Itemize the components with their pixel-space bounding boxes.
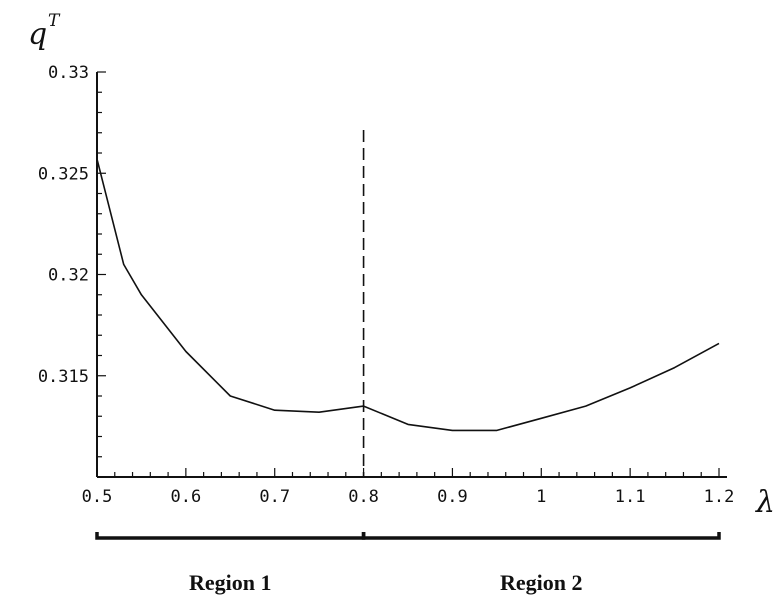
x-axis-label: λ (755, 485, 775, 520)
x-tick-label: 0.7 (259, 487, 290, 507)
region-label: Region 1 (189, 570, 272, 595)
plot-area: 0.315 0.32 0.325 0.33 0.5 0.6 0.7 0.8 0.9 1 1.1 1.2… (38, 63, 735, 595)
region-bracket (361, 532, 721, 540)
region-label: Region 2 (500, 570, 583, 595)
y-tick-label: 0.32 (48, 266, 89, 286)
x-tick-label: 0.6 (170, 487, 201, 507)
y-axis-label-superscript: T (48, 11, 61, 31)
x-tick-label: 0.9 (437, 487, 468, 507)
y-tick-label: 0.325 (38, 164, 89, 184)
x-tick-label: 1 (536, 487, 546, 507)
series-line (96, 158, 720, 432)
y-tick-label: 0.315 (38, 367, 89, 387)
x-tick-label: 1.2 (704, 487, 735, 507)
x-tick-label: 1.1 (615, 487, 646, 507)
x-tick-label: 0.5 (82, 487, 113, 507)
y-tick-label: 0.33 (48, 63, 89, 83)
y-axis-label: q (28, 17, 47, 52)
x-tick-label: 0.8 (348, 487, 379, 507)
region-bracket (95, 532, 366, 540)
